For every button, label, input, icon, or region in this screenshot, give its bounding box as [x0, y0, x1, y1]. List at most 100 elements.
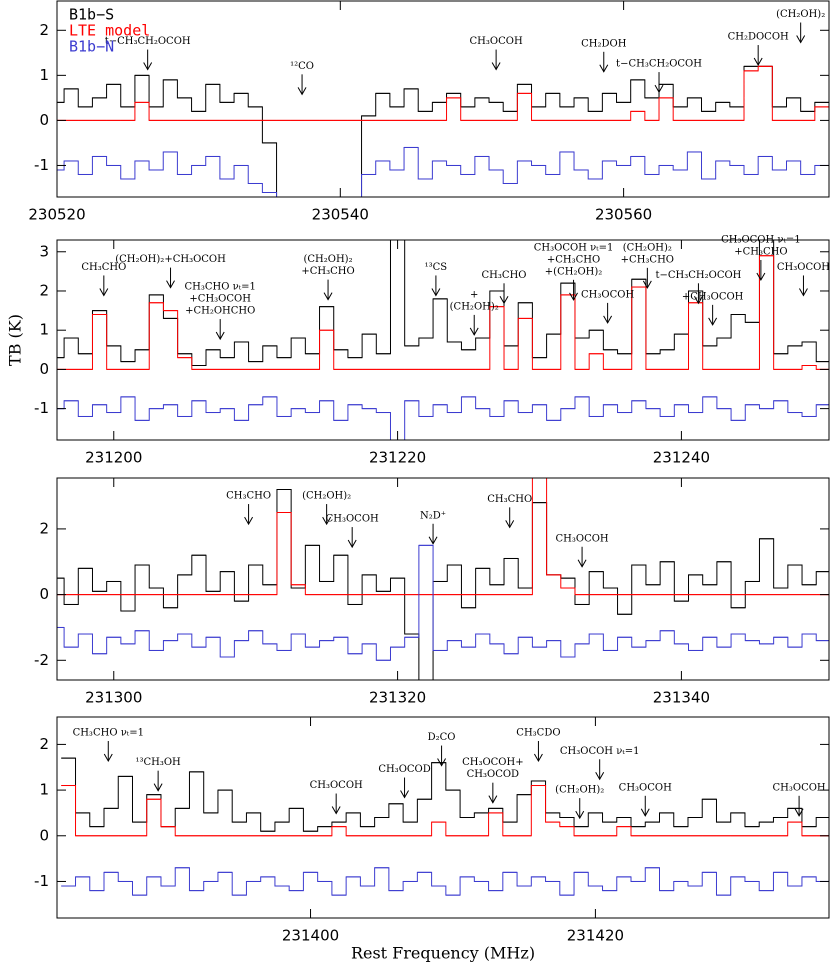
line-label: t−CH₃CH₂OCOH — [105, 36, 191, 47]
line-label: CH₃CDO — [516, 727, 560, 738]
line-label: CH₃OCOH — [773, 782, 826, 793]
line-label: (CH₂OH)₂ — [776, 9, 825, 20]
legend-entry: B1b−S — [69, 6, 114, 24]
arrow-head — [575, 810, 585, 820]
plot-area — [61, 757, 829, 896]
panel-frame — [56, 716, 830, 919]
spectrum-trace — [61, 785, 829, 837]
y-tick-label: 1 — [39, 321, 49, 339]
x-tick-label: 231320 — [369, 689, 426, 707]
arrow-head — [796, 35, 806, 44]
y-tick-label: -1 — [34, 399, 49, 417]
x-axis-label: Rest Frequency (MHz) — [351, 944, 535, 963]
arrow-head — [431, 288, 441, 297]
arrow-head — [756, 272, 766, 282]
x-tick-label: 231420 — [567, 927, 624, 945]
arrow-head — [166, 280, 175, 289]
line-label: CH₃OCOH — [310, 780, 363, 791]
line-label: +CH₃OCOH — [189, 294, 251, 305]
line-label: +CH₃CHO — [621, 254, 674, 265]
plot-area — [57, 65, 829, 197]
line-label: t−CH₃CH₂OCOH — [616, 59, 702, 70]
arrow-head — [642, 280, 652, 289]
y-tick-label: 2 — [39, 281, 49, 299]
line-label: CH₃CHO — [226, 491, 271, 502]
panel-frame — [56, 239, 830, 441]
arrow-head — [488, 795, 498, 804]
y-tick-label: 2 — [39, 735, 49, 753]
line-label: CH₃CHO νₜ=1 — [73, 727, 144, 738]
line-label: CH₃OCOH νₜ=1 — [560, 746, 640, 757]
line-label: (CH₂OH)₂+CH₃OCOH — [115, 254, 226, 265]
arrow-head — [99, 288, 109, 297]
arrow-head — [143, 62, 153, 71]
y-tick-label: -1 — [34, 156, 49, 174]
y-tick-label: -1 — [34, 872, 49, 890]
arrow-head — [491, 62, 501, 71]
spectrum-trace — [61, 757, 829, 832]
x-tick-label: 231220 — [369, 449, 426, 467]
arrow-head — [577, 559, 587, 568]
panel-frame — [56, 477, 830, 681]
y-axis-label: TB (K) — [6, 314, 25, 366]
y-tick-label: 0 — [39, 826, 49, 844]
x-tick-label: 230540 — [312, 206, 369, 224]
arrow-head — [799, 288, 808, 297]
line-label: +CH₃CHO — [734, 247, 787, 258]
x-tick-label: 231300 — [85, 689, 142, 707]
y-tick-label: 1 — [39, 66, 49, 84]
x-tick-label: 230520 — [28, 206, 85, 224]
spectrum-trace — [57, 544, 829, 661]
plot-area — [57, 478, 829, 680]
arrow-head — [400, 790, 409, 799]
y-tick-label: 3 — [39, 242, 49, 260]
x-tick-label: 231400 — [282, 927, 339, 945]
spectrum-trace — [57, 255, 829, 370]
x-tick-label: 231200 — [85, 449, 142, 467]
arrow-head — [103, 753, 113, 762]
line-label: CH₃CHO — [482, 270, 527, 281]
line-label: CH₃CHO νₜ=1 — [184, 282, 255, 293]
y-tick-label: 0 — [39, 111, 49, 129]
arrow-head — [640, 808, 650, 817]
x-tick-label: 231240 — [653, 449, 710, 467]
line-label: CH₃OCOH — [470, 36, 523, 47]
spectrum-trace — [57, 489, 829, 680]
arrow-head — [569, 292, 578, 301]
y-tick-label: -2 — [34, 651, 49, 669]
line-label: + — [470, 289, 478, 300]
arrow-head — [323, 292, 333, 301]
y-tick-label: 1 — [39, 781, 49, 799]
arrow-head — [322, 516, 332, 526]
spectrum-trace — [57, 478, 829, 596]
y-tick-label: 0 — [39, 360, 49, 378]
line-label: CH₂DOH — [581, 38, 627, 49]
arrow-head — [428, 536, 438, 545]
spectrum-trace — [61, 867, 829, 896]
line-label: +CH₃CHO — [301, 266, 354, 277]
arrow-head — [437, 758, 447, 767]
line-label: +(CH₂OH)₂ — [545, 266, 603, 277]
arrow-head — [599, 64, 609, 73]
line-label: (CH₂OH)₂ — [623, 242, 672, 253]
arrow-head — [794, 808, 804, 817]
spectrum-trace — [57, 65, 829, 121]
arrow-head — [533, 753, 543, 762]
plot-area — [57, 240, 829, 440]
x-tick-label: 230560 — [595, 206, 652, 224]
arrow-head — [603, 315, 613, 324]
line-label: +CH₃OCOH — [682, 291, 744, 302]
arrow-head — [753, 57, 763, 67]
line-label: CH₃OCOH — [581, 289, 634, 300]
line-label: CH₃OCOD — [467, 769, 519, 780]
spectrum-trace — [57, 240, 829, 366]
arrow-head — [215, 331, 225, 341]
arrow-head — [694, 296, 703, 305]
arrow-head — [595, 772, 605, 781]
line-label: CH₃OCOH+ — [462, 757, 524, 768]
line-label: CH₃OCOH νₜ=1 — [534, 242, 614, 253]
arrow-head — [347, 539, 357, 549]
panel-frame — [56, 0, 830, 198]
line-label: N₂D⁺ — [420, 510, 446, 521]
